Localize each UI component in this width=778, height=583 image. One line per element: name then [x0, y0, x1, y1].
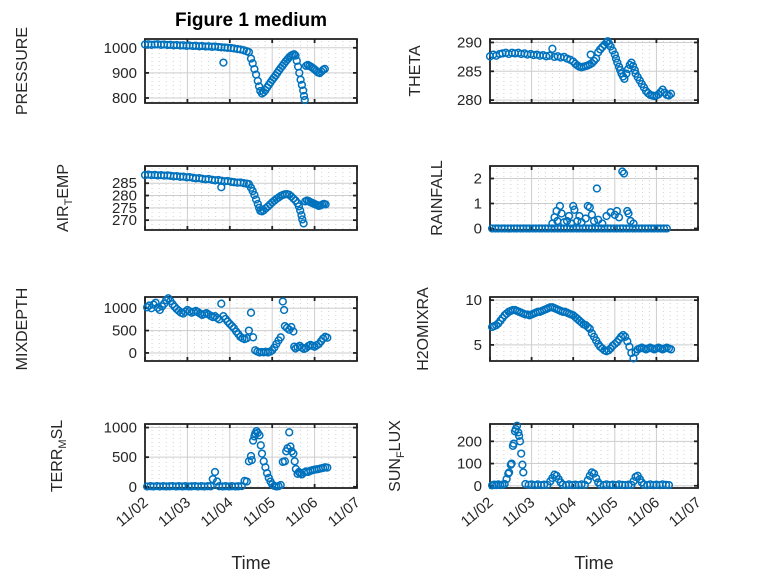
- major-grid: [146, 167, 356, 229]
- y-tick-labels: 0 1 2: [474, 171, 482, 238]
- y-axis-label-pressure: PRESSURE: [14, 27, 31, 115]
- axes-frame: [489, 165, 699, 231]
- y-tick-label: 900: [112, 65, 137, 82]
- subplot-sun_flux: 0 100 200 SUNFLUX 11/02 11/03 11/04 11/05 11/06 1…: [387, 420, 705, 531]
- x-axis-label-left: Time: [231, 553, 271, 573]
- x-tick-label: 11/06: [282, 494, 321, 530]
- x-tick-label: 11/07: [666, 494, 705, 530]
- y-tick-label: 1000: [104, 40, 137, 57]
- x-tick-label: 11/06: [624, 494, 663, 530]
- axes-frame: [144, 296, 358, 362]
- y-tick-label: 1: [474, 196, 482, 213]
- axes-frame: [489, 423, 699, 489]
- y-tick-label: 0: [129, 345, 137, 362]
- x-axis-label-right: Time: [574, 553, 614, 573]
- y-tick-label: 280: [457, 92, 482, 109]
- axes-frame: [144, 423, 358, 489]
- data-points-rainfall: [487, 167, 671, 233]
- subplot-theta: 280 285 290 THETA: [407, 34, 699, 109]
- x-tick-label: 11/04: [198, 494, 237, 530]
- x-tick-label: 11/04: [541, 494, 580, 530]
- y-tick-label: 280: [112, 188, 137, 205]
- y-axis-label-mixdepth: MIXDEPTH: [14, 288, 31, 371]
- x-tick-label: 11/03: [499, 494, 538, 530]
- y-axis-label-theta: THETA: [407, 45, 424, 97]
- y-tick-label: 0: [129, 479, 137, 496]
- x-tick-label: 11/05: [240, 494, 279, 530]
- x-tick-labels: 11/02 11/03 11/04 11/05 11/06 11/07: [458, 494, 705, 530]
- y-tick-label: 500: [112, 323, 137, 340]
- x-tick-labels: 11/02 11/03 11/04 11/05 11/06 11/07: [113, 494, 364, 530]
- y-tick-labels: 0 100 200: [457, 433, 482, 494]
- y-tick-label: 285: [112, 175, 137, 192]
- y-tick-label: 0: [474, 221, 482, 238]
- data-points-sun_flux: [487, 421, 674, 490]
- y-axis-label-sun_flux: SUNFLUX: [387, 420, 407, 492]
- subplot-rainfall: 0 1 2 RAINFALL: [429, 160, 699, 238]
- x-tick-label: 11/02: [458, 494, 497, 530]
- y-tick-label: 1000: [104, 300, 137, 317]
- data-points-pressure: [140, 40, 329, 105]
- subplot-pressure: 800 900 1000 PRESSURE: [14, 27, 358, 115]
- y-axis-label-h2omixra: H2OMIXRA: [415, 287, 432, 371]
- minor-grid: [496, 426, 692, 487]
- y-tick-labels: 280 285 290: [457, 34, 482, 109]
- figure-title: Figure 1 medium: [174, 10, 328, 31]
- y-tick-label: 200: [457, 433, 482, 450]
- x-tick-label: 11/07: [325, 494, 364, 530]
- y-axis-label-air_temp: AIRTEMP: [55, 164, 75, 232]
- data-points-theta: [485, 37, 676, 101]
- y-tick-label: 2: [474, 171, 482, 188]
- y-tick-labels: 0 500 1000: [104, 300, 137, 362]
- minor-grid: [496, 168, 692, 229]
- subplot-terr_msl: 0 500 1000 TERRMSL 11/02 11/03 11/04 11/05 11/06…: [49, 420, 364, 531]
- y-tick-label: 5: [474, 337, 482, 354]
- axes-frame: [144, 165, 358, 231]
- y-tick-label: 290: [457, 34, 482, 51]
- data-points-h2omixra: [487, 303, 676, 363]
- y-axis-label-rainfall: RAINFALL: [429, 160, 446, 236]
- x-tick-label: 11/02: [113, 494, 152, 530]
- y-tick-label: 285: [457, 63, 482, 80]
- axes-frame: [489, 38, 699, 104]
- y-tick-label: 100: [457, 456, 482, 473]
- x-tick-label: 11/03: [155, 494, 194, 530]
- subplot-h2omixra: 5 10 H2OMIXRA: [415, 287, 699, 371]
- y-axis-label-terr_msl: TERRMSL: [49, 420, 69, 492]
- y-tick-label: 800: [112, 90, 137, 107]
- y-tick-labels: 5 10: [465, 292, 482, 354]
- y-tick-labels: 800 900 1000: [104, 40, 137, 107]
- major-grid: [491, 40, 697, 102]
- y-tick-label: 500: [112, 449, 137, 466]
- y-tick-label: 270: [112, 212, 137, 229]
- y-tick-label: 1000: [104, 420, 137, 437]
- x-tick-label: 11/05: [583, 494, 622, 530]
- subplot-mixdepth: 0 500 1000 MIXDEPTH: [14, 288, 358, 371]
- y-tick-labels: 0 500 1000: [104, 420, 137, 496]
- y-tick-label: 275: [112, 200, 137, 217]
- data-points-mixdepth: [142, 294, 332, 357]
- y-tick-label: 0: [474, 478, 482, 495]
- data-points-air_temp: [140, 170, 330, 228]
- data-points-terr_msl: [142, 426, 332, 491]
- y-tick-label: 10: [465, 292, 482, 309]
